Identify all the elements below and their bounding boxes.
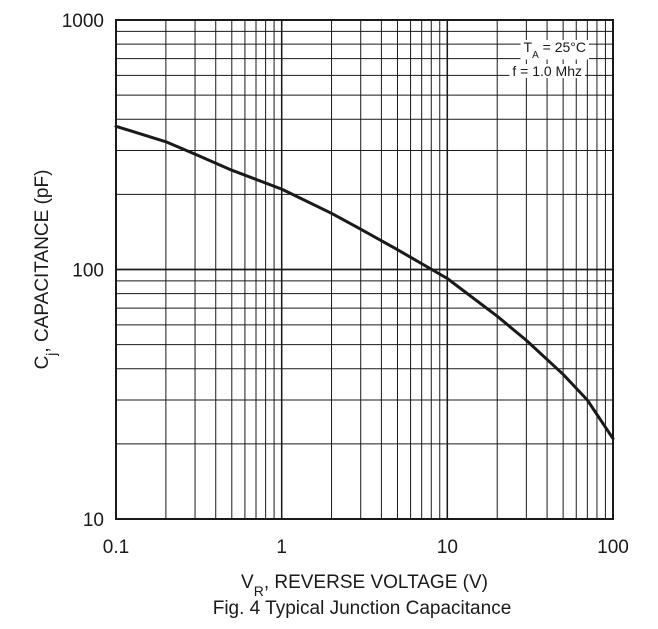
y-tick-label: 100 <box>72 261 104 282</box>
grid <box>115 19 614 520</box>
plot-frame <box>115 19 614 520</box>
series <box>114 124 615 441</box>
condition-frequency: f = 1.0 Mhz <box>512 63 582 79</box>
x-tick-labels: 0.1 1 10 100 <box>103 537 629 558</box>
x-tick-label: 10 <box>437 537 458 558</box>
y-tick-label: 10 <box>83 510 104 531</box>
x-axis-label: VR, REVERSE VOLTAGE (V) <box>241 572 488 599</box>
condition-background <box>520 40 589 60</box>
x-tick-label: 1 <box>276 537 287 558</box>
chart-title: Fig. 4 Typical Junction Capacitance <box>213 598 512 619</box>
x-tick-label: 100 <box>597 537 629 558</box>
x-tick-label: 0.1 <box>103 537 129 558</box>
condition-temperature: TA = 25°C <box>524 39 586 61</box>
y-tick-labels: 10 100 1000 <box>62 11 104 531</box>
y-axis-label: Cj, CAPACITANCE (pF) <box>32 170 59 370</box>
condition-background <box>509 64 585 78</box>
y-tick-label: 1000 <box>62 11 104 32</box>
capacitance-curve <box>114 124 615 441</box>
